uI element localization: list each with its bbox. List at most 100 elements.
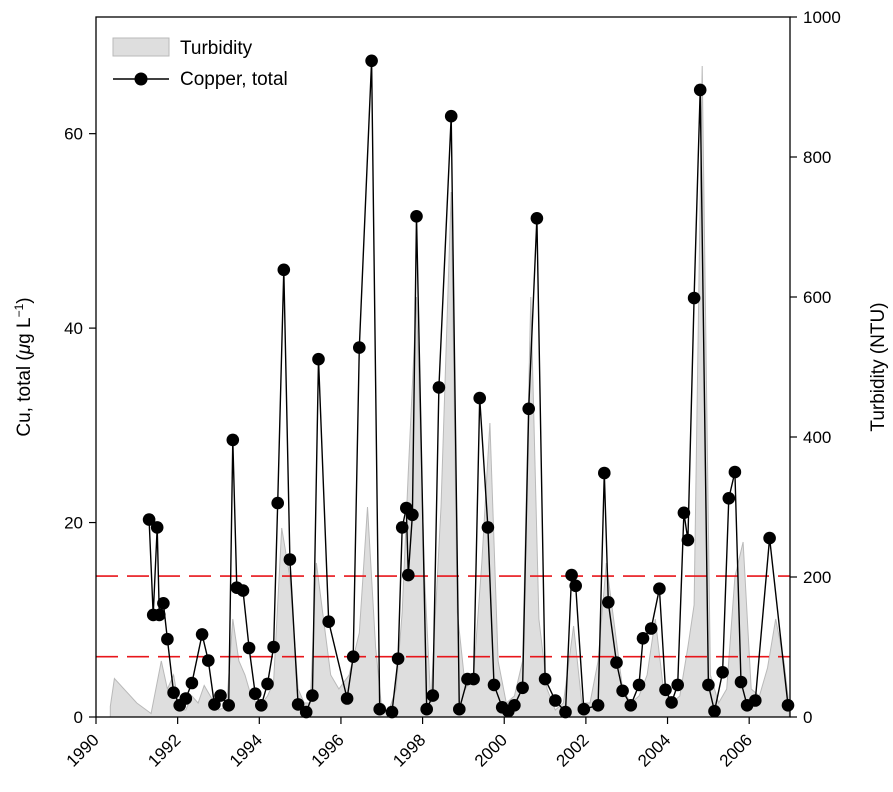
copper-point [444,109,458,123]
copper-point [179,692,193,705]
y-right-tick-label: 1000 [803,8,841,27]
copper-point [644,622,658,635]
copper-point [195,628,209,641]
reference-lines [96,575,790,658]
copper-point [577,702,591,716]
copper-point [749,694,762,707]
copper-point [420,702,434,716]
copper-point [702,678,715,692]
copper-point [665,696,678,709]
copper-point [610,656,623,669]
copper-point [406,508,419,522]
copper-point [322,615,336,628]
copper-point [236,584,250,597]
copper-point [291,698,305,711]
copper-point [340,692,354,705]
copper-point [598,466,611,480]
copper-point [267,640,280,654]
copper-point [142,513,156,526]
copper-point [161,632,174,646]
copper-point [538,672,552,686]
copper-point [242,641,256,655]
turbidity-area [109,65,790,717]
copper-point [283,553,297,566]
copper-point [312,352,325,366]
y-left-axis: 0 20 40 60 [64,125,96,727]
copper-point [508,699,521,712]
copper-point [157,597,170,610]
copper-point [659,683,672,697]
y-left-tick-label: 20 [64,514,83,533]
y-left-tick-label: 60 [64,125,83,144]
y-left-tick-label: 40 [64,319,83,338]
copper-point [591,699,605,712]
copper-point [632,678,646,692]
copper-point [671,678,684,692]
copper-point [549,694,562,707]
copper-point [353,341,366,354]
copper-point [150,521,164,534]
copper-point [226,433,240,447]
legend: Turbidity Copper, total [112,37,288,90]
x-tick-label: 1990 [63,730,103,770]
copper-point [432,381,446,394]
y-right-tick-label: 400 [803,428,831,447]
copper-point [677,506,691,520]
copper-point [453,702,466,716]
x-tick-label: 1996 [308,730,348,770]
copper-point [277,263,291,277]
y-right-tick-label: 0 [803,708,812,727]
y-right-axis-title: Turbidity (NTU) [868,302,889,431]
copper-point [385,705,399,719]
copper-point [522,402,535,416]
x-tick-label: 2006 [716,730,756,770]
y-left-title-suffix: ) [14,297,35,303]
copper-point [153,608,166,622]
copper-point [346,650,360,663]
copper-point [616,684,629,698]
copper-point [569,579,582,593]
copper-point [722,492,736,505]
y-right-tick-label: 200 [803,568,831,587]
x-tick-label: 1994 [226,730,266,770]
copper-point [473,391,487,405]
copper-point [487,678,501,692]
copper-point [167,686,180,699]
copper-point [391,652,405,665]
copper-point [565,568,578,582]
copper-series-layer [142,54,795,719]
y-left-title-unit: g L [14,317,35,343]
copper-point [781,699,795,712]
y-right-tick-label: 600 [803,288,831,307]
y-left-title-exponent: −1 [12,303,26,317]
copper-point [202,654,215,667]
copper-point [681,533,695,547]
copper-point [516,681,529,695]
copper-point [530,212,544,225]
x-tick-label: 2002 [553,730,593,770]
copper-point [687,291,701,305]
turbidity-area-layer [109,65,790,717]
x-tick-label: 2004 [634,730,674,770]
copper-point [261,677,274,691]
copper-point [426,689,440,702]
copper-point [254,699,268,712]
copper-point [708,704,721,718]
legend-copper-label: Copper, total [180,69,288,90]
copper-point [365,54,378,68]
copper-point [728,465,742,479]
copper-point [402,568,415,582]
y-left-axis-title: Cu, total (μg L−1) [12,297,35,436]
y-left-title-mu: μ [14,343,35,355]
copper-point [271,496,285,510]
copper-point [222,699,235,712]
copper-point [410,210,423,223]
copper-point [559,705,572,719]
copper-point [395,521,409,534]
copper-point [716,666,729,679]
copper-point [602,596,615,609]
copper-line [148,60,789,714]
y-right-tick-label: 800 [803,148,831,167]
